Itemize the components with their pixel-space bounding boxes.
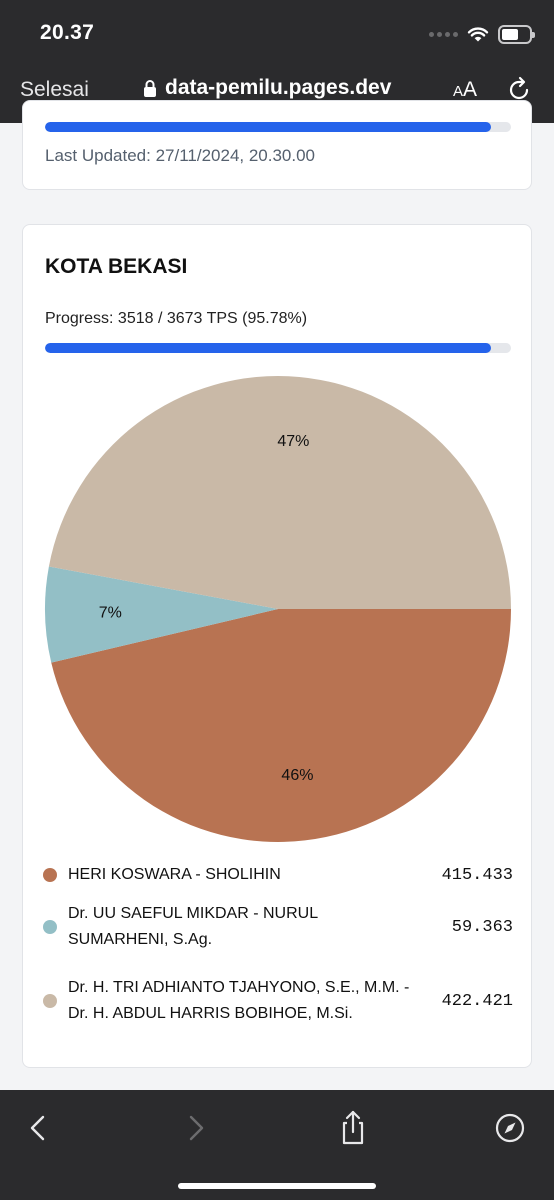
legend-name-2: Dr. UU SAEFUL MIKDAR - NURUL SUMARHENI, … <box>68 905 318 948</box>
legend-name-3: Dr. H. TRI ADHIANTO TJAHYONO, S.E., M.M.… <box>68 979 410 1022</box>
url-text: data-pemilu.pages.dev <box>165 76 392 99</box>
legend-value-3: 422.421 <box>441 991 513 1011</box>
progress-bar <box>45 343 511 353</box>
chevron-right-icon <box>189 1115 204 1141</box>
browser-bottom-toolbar <box>0 1090 554 1200</box>
pie-slice-3[interactable] <box>48 375 511 609</box>
legend-item-2: Dr. UU SAEFUL MIKDAR - NURUL SUMARHENI, … <box>43 897 513 957</box>
legend-swatch-1 <box>43 868 57 882</box>
forward-button[interactable] <box>176 1108 216 1148</box>
legend-swatch-3 <box>43 994 57 1008</box>
previous-progress-fill <box>45 122 492 132</box>
browser-nav-row: Selesai data-pemilu.pages.dev AA <box>0 70 554 110</box>
compass-button[interactable] <box>490 1108 530 1148</box>
pie-slice-label-2: 7% <box>99 604 122 621</box>
progress-text: Progress: 3518 / 3673 TPS (95.78%) <box>45 310 308 327</box>
pie-slice-2[interactable] <box>45 566 279 663</box>
share-icon <box>342 1110 364 1145</box>
legend-item-3: Dr. H. TRI ADHIANTO TJAHYONO, S.E., M.M.… <box>43 960 513 1042</box>
home-indicator <box>178 1183 376 1189</box>
legend-name-1: HERI KOSWARA - SHOLIHIN <box>68 866 281 883</box>
wifi-icon <box>467 26 489 41</box>
legend-swatch-2 <box>43 920 57 934</box>
reload-button[interactable] <box>504 76 534 106</box>
legend-item-1: HERI KOSWARA - SHOLIHIN 415.433 <box>43 857 513 893</box>
legend-value-1: 415.433 <box>441 865 513 885</box>
share-button[interactable] <box>333 1108 373 1148</box>
done-button[interactable]: Selesai <box>20 78 89 101</box>
vote-pie-chart: 46% 7% 47% <box>45 375 512 843</box>
previous-region-card: Last Updated: 27/11/2024, 20.30.00 <box>22 100 532 190</box>
last-updated-text: Last Updated: 27/11/2024, 20.30.00 <box>45 146 316 165</box>
pie-slice-label-3: 47% <box>277 433 309 450</box>
previous-progress-bar <box>45 122 511 132</box>
chevron-left-icon <box>30 1115 45 1141</box>
lock-icon <box>144 79 156 97</box>
compass-icon <box>495 1113 525 1143</box>
back-button[interactable] <box>18 1108 58 1148</box>
battery-icon <box>498 24 535 44</box>
pie-slice-1[interactable] <box>51 609 512 843</box>
reload-icon <box>509 76 529 100</box>
cellular-signal-icon <box>429 31 458 37</box>
status-time: 20.37 <box>40 21 95 44</box>
text-size-small-a: A <box>453 83 464 100</box>
address-bar[interactable]: data-pemilu.pages.dev <box>143 76 391 100</box>
status-icons <box>429 22 535 46</box>
progress-fill <box>45 343 492 353</box>
legend-value-2: 59.363 <box>451 917 513 937</box>
text-size-large-a: A <box>463 78 478 101</box>
pie-slice-label-1: 46% <box>281 767 313 784</box>
region-card-kota-bekasi: KOTA BEKASI Progress: 3518 / 3673 TPS (9… <box>22 224 532 1068</box>
text-size-button[interactable]: AA <box>453 78 477 102</box>
region-title: KOTA BEKASI <box>45 255 188 278</box>
